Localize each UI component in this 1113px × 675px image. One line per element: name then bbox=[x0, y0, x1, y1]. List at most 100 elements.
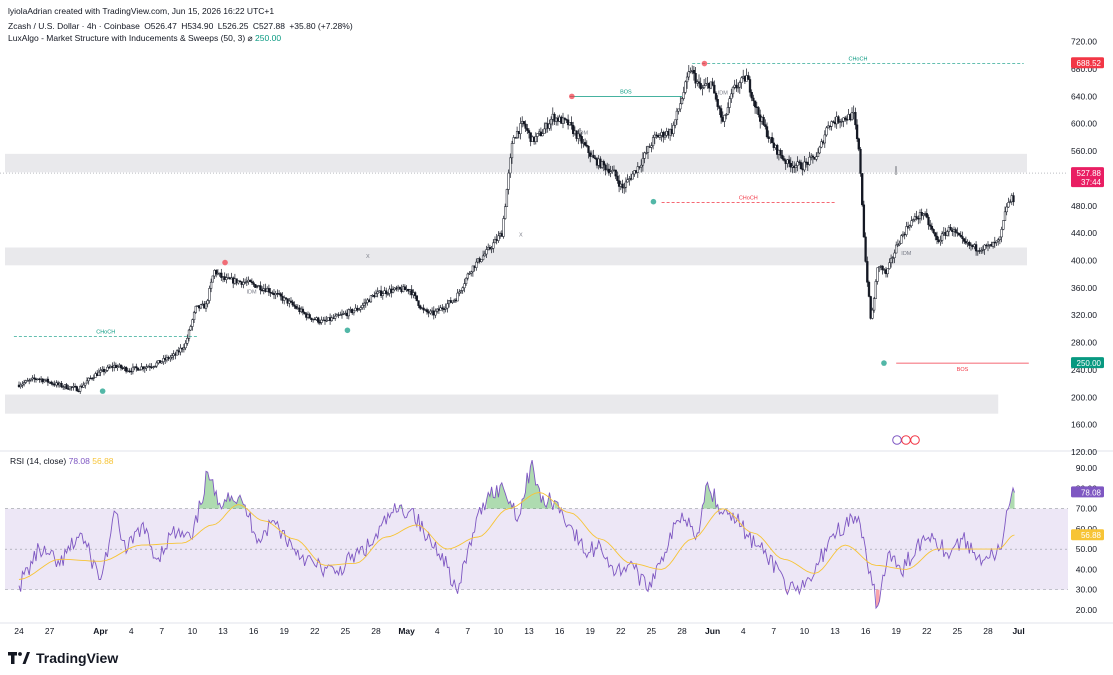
candle-down bbox=[585, 144, 588, 147]
event-flag-icon-1[interactable] bbox=[901, 435, 911, 445]
candle-down bbox=[959, 234, 962, 237]
price-tick-label: 320.00 bbox=[1071, 310, 1097, 320]
time-tick-label: 22 bbox=[922, 626, 932, 636]
candle-down bbox=[119, 364, 123, 369]
candle-down bbox=[844, 117, 847, 120]
rsi-tag-label-1: 56.88 bbox=[1081, 531, 1102, 540]
swing-high-point-1 bbox=[222, 259, 228, 266]
price-tick-label: 560.00 bbox=[1071, 146, 1097, 156]
symbol-legend[interactable]: Zcash / U.S. Dollar · 4h · Coinbase O526… bbox=[8, 21, 355, 31]
structure-label-4: BOS bbox=[957, 367, 969, 373]
price-tick-label: 400.00 bbox=[1071, 256, 1097, 266]
time-tick-label: 10 bbox=[800, 626, 810, 636]
candle-up bbox=[468, 272, 471, 275]
candle-up bbox=[886, 268, 889, 275]
candle-up bbox=[463, 283, 466, 289]
event-flag-icon-0[interactable] bbox=[892, 435, 902, 445]
candle-up bbox=[339, 314, 342, 316]
candle-up bbox=[493, 239, 497, 244]
candle-up bbox=[816, 152, 820, 157]
candle-down bbox=[526, 128, 529, 131]
candle-up bbox=[672, 124, 675, 134]
candle-down bbox=[572, 125, 575, 135]
price-tick-label: 680.00 bbox=[1071, 64, 1097, 74]
candle-up bbox=[242, 281, 245, 285]
candle-down bbox=[781, 154, 784, 159]
time-tick-label: 19 bbox=[891, 626, 901, 636]
candle-up bbox=[643, 152, 646, 159]
candle-up bbox=[192, 312, 196, 320]
candle-down bbox=[254, 284, 257, 288]
candle-up bbox=[283, 297, 286, 301]
candle-down bbox=[524, 123, 527, 129]
rsi-tick-label: 40.00 bbox=[1076, 564, 1098, 574]
candle-up bbox=[723, 115, 726, 122]
time-tick-label: 10 bbox=[494, 626, 504, 636]
candle-down bbox=[963, 238, 966, 242]
candle-up bbox=[187, 329, 191, 339]
candle-down bbox=[587, 145, 590, 154]
candle-up bbox=[815, 156, 818, 160]
candle-down bbox=[417, 300, 420, 306]
candle-down bbox=[50, 381, 53, 384]
rsi-name[interactable]: RSI (14, close) bbox=[10, 456, 67, 466]
candle-up bbox=[997, 239, 1000, 242]
candle-down bbox=[617, 180, 621, 187]
price-tag-1 bbox=[1071, 167, 1104, 188]
candle-down bbox=[589, 152, 592, 157]
event-flag-icon-2[interactable] bbox=[910, 435, 920, 445]
time-tick-label: 4 bbox=[741, 626, 746, 636]
candle-down bbox=[124, 367, 128, 372]
candle-up bbox=[209, 281, 213, 289]
idm-label-2: IDM bbox=[718, 90, 729, 96]
candle-down bbox=[385, 290, 388, 295]
candle-up bbox=[888, 262, 891, 269]
candle-up bbox=[645, 152, 648, 154]
time-tick-label: Apr bbox=[93, 626, 108, 636]
candle-up bbox=[502, 218, 505, 237]
candle-down bbox=[578, 133, 582, 137]
swing-low-point-4 bbox=[650, 198, 657, 205]
candle-up bbox=[682, 92, 685, 99]
candle-down bbox=[719, 108, 723, 118]
candle-up bbox=[62, 386, 65, 388]
price-tick-label: 600.00 bbox=[1071, 119, 1097, 129]
candle-up bbox=[106, 366, 109, 371]
candle-down bbox=[301, 308, 305, 313]
candle-down bbox=[757, 107, 760, 116]
candle-down bbox=[861, 173, 864, 206]
time-tick-label: 28 bbox=[983, 626, 993, 636]
swing-low-point-2 bbox=[344, 327, 351, 334]
rsi-ma-value: 56.88 bbox=[92, 456, 114, 466]
candle-up bbox=[730, 93, 733, 99]
candle-down bbox=[949, 227, 952, 231]
candle-up bbox=[651, 137, 655, 146]
candle-down bbox=[114, 364, 118, 369]
indicator-legend[interactable]: LuxAlgo - Market Structure with Induceme… bbox=[8, 33, 281, 44]
candle-up bbox=[1000, 229, 1003, 238]
tradingview-logo[interactable]: TradingView bbox=[8, 650, 118, 666]
price-tick-label: 200.00 bbox=[1071, 392, 1097, 402]
candle-up bbox=[505, 189, 509, 207]
rsi-legend[interactable]: RSI (14, close) 78.08 56.88 bbox=[10, 456, 114, 466]
candle-up bbox=[461, 287, 464, 291]
candle-up bbox=[898, 243, 901, 245]
candle-down bbox=[787, 159, 791, 164]
candle-down bbox=[932, 229, 935, 234]
candle-down bbox=[753, 100, 757, 108]
open-value: O526.47 bbox=[144, 21, 177, 31]
candle-up bbox=[466, 273, 469, 279]
swing-high-point-3 bbox=[569, 93, 575, 100]
rsi-tag-1 bbox=[1071, 529, 1104, 541]
symbol-name[interactable]: Zcash / U.S. Dollar · 4h · Coinbase bbox=[8, 21, 140, 31]
candle-up bbox=[191, 319, 194, 327]
indicator-name[interactable]: LuxAlgo - Market Structure with Induceme… bbox=[8, 33, 246, 43]
candle-up bbox=[663, 135, 667, 138]
structure-label-0: CHoCH bbox=[96, 329, 115, 335]
candle-up bbox=[689, 71, 692, 73]
candle-up bbox=[175, 350, 179, 356]
price-tick-label: 160.00 bbox=[1071, 420, 1097, 430]
candle-up bbox=[685, 76, 689, 83]
time-tick-label: 28 bbox=[371, 626, 381, 636]
